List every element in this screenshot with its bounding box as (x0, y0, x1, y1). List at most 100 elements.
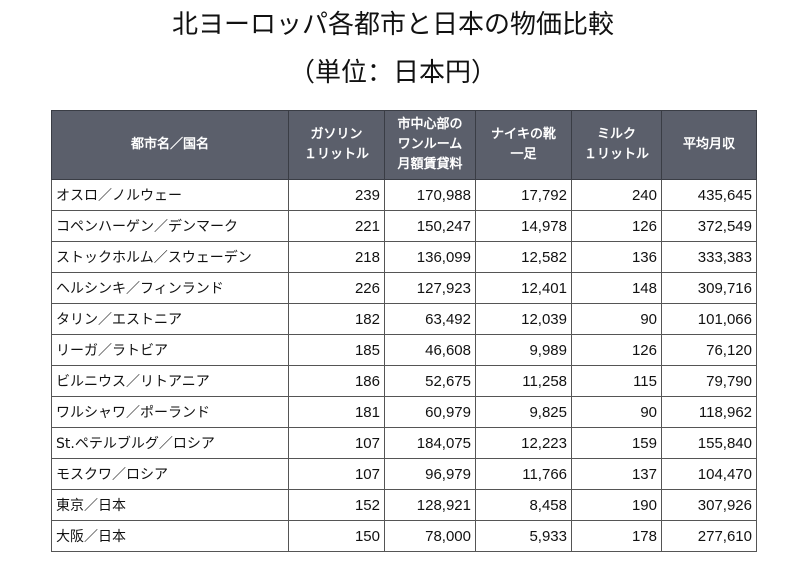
value-cell: 309,716 (661, 272, 757, 304)
city-country-cell: オスロ／ノルウェー (51, 179, 289, 211)
value-cell: 46,608 (384, 334, 476, 366)
table-row: ビルニウス／リトアニア 186 52,675 11,258 115 79,790 (51, 365, 757, 397)
value-cell: 96,979 (384, 458, 476, 490)
column-header-line: ワンルーム (397, 137, 463, 152)
value-cell: 155,840 (661, 427, 757, 459)
table-row: ストックホルム／スウェーデン 218 136,099 12,582 136 333,383 (51, 241, 757, 273)
value-cell: 127,923 (384, 272, 476, 304)
value-cell: 136,099 (384, 241, 476, 273)
city-country-cell: コペンハーゲン／デンマーク (51, 210, 289, 242)
table-row: ヘルシンキ／フィンランド 226 127,923 12,401 148 309,716 (51, 272, 757, 304)
value-cell: 181 (288, 396, 385, 428)
city-country-cell: タリン／エストニア (51, 303, 289, 335)
value-cell: 52,675 (384, 365, 476, 397)
value-cell: 307,926 (661, 489, 757, 521)
value-cell: 218 (288, 241, 385, 273)
city-country-cell: ビルニウス／リトアニア (51, 365, 289, 397)
value-cell: 12,223 (475, 427, 572, 459)
column-header: 市中心部の ワンルーム 月額賃貸料 (384, 110, 476, 180)
value-cell: 118,962 (661, 396, 757, 428)
table-body: オスロ／ノルウェー 239 170,988 17,792 240 435,645 コペンハー… (51, 179, 757, 552)
value-cell: 178 (571, 520, 662, 552)
city-country-cell: ワルシャワ／ポーランド (51, 396, 289, 428)
value-cell: 435,645 (661, 179, 757, 211)
column-header-line: ガソリン (310, 127, 363, 142)
column-header: ガソリン １リットル (288, 110, 385, 180)
page-title: 北ヨーロッパ各都市と日本の物価比較 (171, 10, 614, 40)
value-cell: 78,000 (384, 520, 476, 552)
value-cell: 137 (571, 458, 662, 490)
value-cell: 150,247 (384, 210, 476, 242)
value-cell: 239 (288, 179, 385, 211)
table-row: ワルシャワ／ポーランド 181 60,979 9,825 90 118,962 (51, 396, 757, 428)
value-cell: 90 (571, 303, 662, 335)
value-cell: 11,258 (475, 365, 572, 397)
value-cell: 136 (571, 241, 662, 273)
value-cell: 126 (571, 210, 662, 242)
column-header-line: ミルク (596, 127, 636, 142)
column-header: ナイキの靴 一足 (475, 110, 572, 180)
table-row: オスロ／ノルウェー 239 170,988 17,792 240 435,645 (51, 179, 757, 211)
value-cell: 170,988 (384, 179, 476, 211)
column-header-line: 一足 (510, 147, 537, 162)
value-cell: 184,075 (384, 427, 476, 459)
value-cell: 12,582 (475, 241, 572, 273)
value-cell: 5,933 (475, 520, 572, 552)
table-row: モスクワ／ロシア 107 96,979 11,766 137 104,470 (51, 458, 757, 490)
value-cell: 128,921 (384, 489, 476, 521)
value-cell: 12,039 (475, 303, 572, 335)
value-cell: 107 (288, 458, 385, 490)
city-country-cell: ヘルシンキ／フィンランド (51, 272, 289, 304)
value-cell: 12,401 (475, 272, 572, 304)
city-country-cell: リーガ／ラトビア (51, 334, 289, 366)
value-cell: 9,989 (475, 334, 572, 366)
value-cell: 186 (288, 365, 385, 397)
value-cell: 17,792 (475, 179, 572, 211)
value-cell: 240 (571, 179, 662, 211)
value-cell: 60,979 (384, 396, 476, 428)
table-row: 大阪／日本 150 78,000 5,933 178 277,610 (51, 520, 757, 552)
value-cell: 104,470 (661, 458, 757, 490)
column-header: 都市名／国名 (51, 110, 289, 180)
value-cell: 63,492 (384, 303, 476, 335)
price-comparison-table: 都市名／国名 ガソリン １リットル 市中心部の ワンルーム 月額賃貸料 ナイキの靴 一足 ミルク… (51, 110, 757, 552)
value-cell: 8,458 (475, 489, 572, 521)
city-country-cell: 大阪／日本 (51, 520, 289, 552)
value-cell: 277,610 (661, 520, 757, 552)
value-cell: 190 (571, 489, 662, 521)
value-cell: 185 (288, 334, 385, 366)
value-cell: 226 (288, 272, 385, 304)
value-cell: 79,790 (661, 365, 757, 397)
table-row: コペンハーゲン／デンマーク 221 150,247 14,978 126 372,549 (51, 210, 757, 242)
column-header-line: １リットル (303, 147, 369, 162)
value-cell: 76,120 (661, 334, 757, 366)
value-cell: 126 (571, 334, 662, 366)
table-header-row: 都市名／国名 ガソリン １リットル 市中心部の ワンルーム 月額賃貸料 ナイキの靴 一足 ミルク… (51, 110, 757, 180)
column-header: 平均月収 (661, 110, 757, 180)
value-cell: 9,825 (475, 396, 572, 428)
value-cell: 101,066 (661, 303, 757, 335)
column-header-line: 月額賃貸料 (397, 157, 463, 172)
value-cell: 372,549 (661, 210, 757, 242)
value-cell: 152 (288, 489, 385, 521)
column-header-line: １リットル (583, 147, 649, 162)
value-cell: 221 (288, 210, 385, 242)
city-country-cell: St.ペテルブルグ／ロシア (51, 427, 289, 459)
value-cell: 148 (571, 272, 662, 304)
column-header: ミルク １リットル (571, 110, 662, 180)
table-row: St.ペテルブルグ／ロシア 107 184,075 12,223 159 155,840 (51, 427, 757, 459)
column-header-line: ナイキの靴 (490, 127, 556, 142)
city-country-cell: モスクワ／ロシア (51, 458, 289, 490)
value-cell: 90 (571, 396, 662, 428)
column-header-line: 都市名／国名 (130, 137, 209, 152)
table-row: リーガ／ラトビア 185 46,608 9,989 126 76,120 (51, 334, 757, 366)
table-row: 東京／日本 152 128,921 8,458 190 307,926 (51, 489, 757, 521)
value-cell: 14,978 (475, 210, 572, 242)
value-cell: 11,766 (475, 458, 572, 490)
value-cell: 333,383 (661, 241, 757, 273)
city-country-cell: 東京／日本 (51, 489, 289, 521)
page-subtitle: （単位：日本円） (288, 58, 497, 88)
value-cell: 150 (288, 520, 385, 552)
city-country-cell: ストックホルム／スウェーデン (51, 241, 289, 273)
value-cell: 159 (571, 427, 662, 459)
